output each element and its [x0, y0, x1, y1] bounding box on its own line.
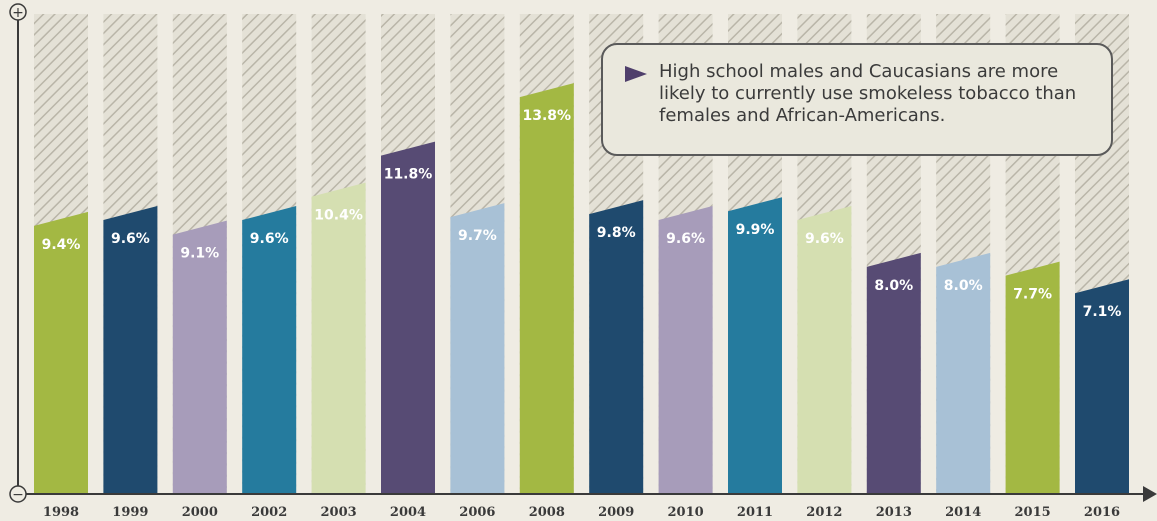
x-tick-label-2010: 2010 [668, 505, 704, 520]
bar-2000 [172, 220, 227, 494]
data-label-2002: 9.6% [250, 231, 289, 247]
data-label-2004: 11.8% [384, 167, 433, 183]
y-axis-bottom-marker-icon [9, 485, 27, 503]
data-label-2011: 9.9% [736, 222, 775, 238]
bar-2004 [381, 141, 435, 494]
x-tick-label-1999: 1999 [112, 505, 148, 520]
x-tick-label-2016: 2016 [1084, 505, 1120, 520]
x-tick-label-2015: 2015 [1015, 505, 1051, 520]
x-tick-label-2014: 2014 [945, 505, 981, 520]
bar-2013 [866, 252, 921, 494]
bar-2009 [589, 200, 644, 495]
bar-2010 [658, 206, 713, 494]
x-axis-arrow-icon [1143, 486, 1157, 502]
y-axis-top-marker-icon [9, 3, 27, 21]
y-axis-bottom-symbol: − [12, 487, 24, 503]
x-tick-label-2013: 2013 [876, 505, 912, 520]
axis-layer: + − [9, 3, 1157, 503]
annotation-callout: High school males and Caucasians are mor… [601, 43, 1113, 156]
x-tick-label-2003: 2003 [321, 505, 357, 520]
bar-1999 [103, 206, 158, 494]
callout-text: High school males and Caucasians are mor… [659, 61, 1077, 126]
data-label-2015: 7.7% [1013, 287, 1052, 303]
data-label-2000: 9.1% [180, 246, 219, 262]
bar-2012 [797, 206, 852, 494]
y-axis-top-symbol: + [12, 5, 24, 21]
bar-2014 [936, 252, 991, 494]
bar-2011 [728, 197, 782, 494]
bar-1998 [34, 211, 88, 494]
data-label-1998: 9.4% [42, 237, 81, 253]
data-label-2010: 9.6% [666, 231, 705, 247]
x-tick-label-2004: 2004 [390, 505, 426, 520]
bar-2002 [242, 206, 297, 494]
bar-2006 [450, 203, 505, 494]
callout-arrow-icon [625, 66, 647, 82]
data-label-2012: 9.6% [805, 231, 844, 247]
x-tick-label-2000: 2000 [182, 505, 218, 520]
data-label-1999: 9.6% [111, 231, 150, 247]
x-tick-label-2002: 2002 [251, 505, 287, 520]
x-tick-label-2012: 2012 [806, 505, 842, 520]
x-tick-label-1998: 1998 [43, 505, 79, 520]
bar-2015 [1005, 261, 1060, 494]
bar-2016 [1075, 279, 1129, 494]
x-tick-labels: 1998 1999 2000 2002 2003 2004 2006 2008 2009 2010… [43, 505, 1120, 520]
bar-2003 [311, 182, 366, 495]
x-tick-label-2006: 2006 [459, 505, 495, 520]
data-label-2008: 13.8% [523, 108, 572, 124]
data-label-2016: 7.1% [1083, 304, 1122, 320]
data-label-2013: 8.0% [874, 278, 913, 294]
x-tick-label-2011: 2011 [737, 505, 773, 520]
data-label-2003: 10.4% [314, 208, 363, 224]
x-tick-label-2009: 2009 [598, 505, 634, 520]
data-label-2014: 8.0% [944, 278, 983, 294]
data-label-2006: 9.7% [458, 228, 497, 244]
bar-2008 [519, 83, 574, 494]
x-tick-label-2008: 2008 [529, 505, 565, 520]
data-label-2009: 9.8% [597, 225, 636, 241]
